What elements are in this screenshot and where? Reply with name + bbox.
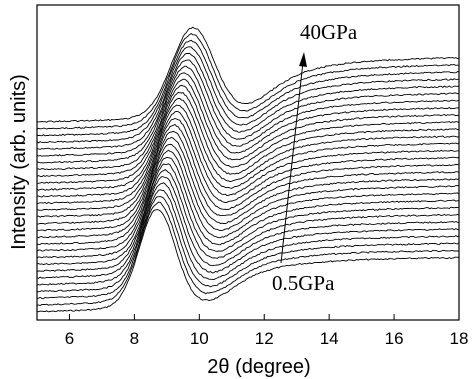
series-line-8 — [37, 164, 459, 265]
x-tick-label-18: 18 — [450, 329, 469, 348]
x-axis-ticks: 6 8 10 12 14 16 18 — [65, 314, 469, 348]
series-group — [37, 27, 459, 312]
x-axis-title: 2θ (degree) — [207, 356, 310, 378]
x-tick-label-16: 16 — [385, 329, 404, 348]
series-line-19 — [37, 92, 459, 190]
series-line-1 — [37, 210, 459, 312]
x-tick-label-12: 12 — [255, 329, 274, 348]
series-line-6 — [37, 177, 459, 279]
series-line-11 — [37, 144, 459, 244]
annotation-bottom: 0.5GPa — [272, 271, 335, 295]
x-tick-label-8: 8 — [130, 329, 139, 348]
arrow-head — [299, 52, 307, 67]
x-tick-label-10: 10 — [190, 329, 209, 348]
x-tick-label-6: 6 — [65, 329, 74, 348]
series-line-28 — [37, 34, 459, 130]
series-line-9 — [37, 157, 459, 258]
series-line-7 — [37, 170, 459, 272]
y-axis-title: Intensity (arb. units) — [8, 74, 30, 250]
annotation-top: 40GPa — [300, 20, 358, 44]
arrow-shaft — [281, 62, 303, 263]
x-tick-label-14: 14 — [320, 329, 339, 348]
